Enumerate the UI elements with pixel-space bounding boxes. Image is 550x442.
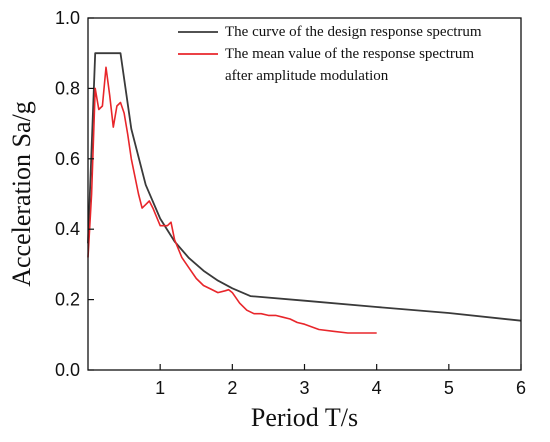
legend-label: The mean value of the response spectrum — [225, 46, 474, 62]
legend-label: after amplitude modulation — [225, 68, 389, 84]
y-tick-label: 0.2 — [55, 290, 80, 310]
design-spectrum-line — [87, 52, 522, 322]
y-tick-label: 0.6 — [55, 149, 80, 169]
x-tick-label: 1 — [155, 378, 165, 398]
x-tick-label: 2 — [227, 378, 237, 398]
x-axis-ticks: 1 2 3 4 5 6 — [155, 364, 526, 398]
x-tick-label: 3 — [299, 378, 309, 398]
y-axis-title: Acceleration Sa/g — [7, 101, 36, 287]
chart-legend: The curve of the design response spectru… — [178, 24, 482, 84]
x-axis-title: Period T/s — [251, 403, 358, 432]
y-tick-label: 1.0 — [55, 8, 80, 28]
y-tick-label: 0.0 — [55, 360, 80, 380]
y-tick-label: 0.4 — [55, 219, 80, 239]
x-tick-label: 5 — [444, 378, 454, 398]
legend-label: The curve of the design response spectru… — [225, 24, 482, 40]
y-axis-ticks: 0.0 0.2 0.4 0.6 0.8 1.0 — [55, 8, 94, 380]
x-tick-label: 4 — [372, 378, 382, 398]
x-tick-label: 6 — [516, 378, 526, 398]
plot-lines — [87, 52, 522, 334]
y-tick-label: 0.8 — [55, 78, 80, 98]
mean-spectrum-line — [87, 66, 377, 334]
